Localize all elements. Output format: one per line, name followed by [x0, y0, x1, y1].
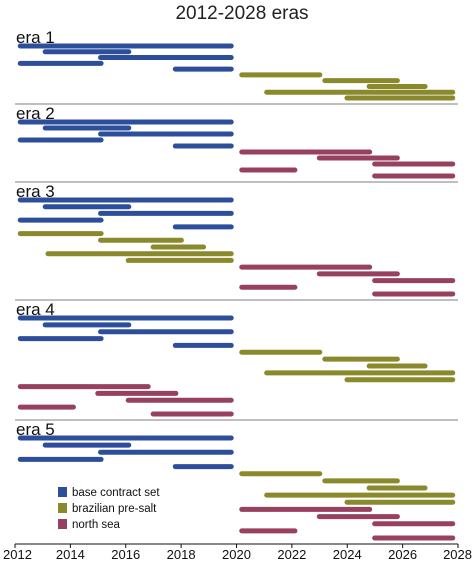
era-label: era 2 — [16, 104, 55, 123]
timeline-bar — [17, 435, 234, 441]
timeline-bar — [239, 528, 298, 534]
timeline-bar — [95, 390, 179, 396]
timeline-bar — [150, 411, 234, 417]
era-panel: era 3 — [15, 181, 458, 297]
timeline-bar — [172, 224, 234, 230]
timeline-bar — [372, 291, 456, 297]
timeline-bar — [264, 370, 456, 376]
timeline-bar — [239, 149, 373, 155]
timeline-bar — [264, 492, 456, 498]
timeline-bar — [17, 336, 104, 342]
timeline-bar — [98, 210, 234, 216]
timeline-bar — [42, 125, 132, 131]
legend-swatch — [58, 487, 67, 497]
timeline-bar — [344, 377, 456, 383]
timeline-bar — [17, 137, 104, 143]
timeline-bar — [98, 449, 234, 455]
timeline-bar — [372, 521, 456, 527]
timeline-bar — [372, 161, 456, 167]
legend-label: base contract set — [72, 487, 160, 499]
x-tick-label: 2018 — [167, 547, 196, 562]
timeline-bar — [150, 244, 207, 250]
timeline-bar — [264, 89, 456, 95]
chart-title: 2012-2028 eras — [175, 3, 308, 24]
x-tick-label: 2022 — [277, 547, 306, 562]
timeline-bar — [322, 356, 400, 362]
x-tick-label: 2012 — [3, 547, 32, 562]
timeline-bar — [17, 315, 234, 321]
timeline-bar — [322, 78, 400, 84]
timeline-bar — [17, 43, 234, 49]
timeline-bar — [366, 485, 428, 491]
timeline-bar — [172, 464, 234, 470]
legend: base contract set brazilian pre-salt north… — [58, 487, 160, 531]
x-tick-label: 2026 — [388, 547, 417, 562]
timeline-bar — [316, 155, 400, 161]
timeline-bar — [239, 284, 298, 290]
timeline-bar — [239, 264, 373, 270]
timeline-bar — [239, 72, 323, 78]
timeline-bar — [344, 95, 456, 101]
x-tick-label: 2028 — [443, 547, 472, 562]
legend-label: brazilian pre-salt — [72, 503, 157, 515]
era-panel: era 4 — [15, 299, 458, 417]
timeline-bar — [42, 442, 132, 448]
timeline-bar — [98, 237, 184, 243]
x-tick-label: 2016 — [111, 547, 140, 562]
era-panel: era 1 — [16, 28, 456, 101]
timeline-bar — [98, 55, 234, 61]
timeline-bar — [42, 204, 132, 210]
timeline-bar — [372, 535, 456, 541]
timeline-bar — [366, 363, 428, 369]
timeline-bar — [98, 131, 234, 137]
timeline-bar — [98, 329, 234, 335]
timeline-bar — [239, 506, 373, 512]
timeline-bar — [172, 66, 234, 72]
era-label: era 3 — [16, 182, 55, 201]
timeline-bar — [366, 83, 428, 89]
era-panel: era 5 — [15, 419, 458, 541]
timeline-bar — [172, 342, 234, 348]
timeline-bar — [17, 197, 234, 203]
timeline-bar — [239, 471, 323, 477]
era-label: era 1 — [16, 28, 55, 47]
timeline-bar — [17, 217, 104, 223]
timeline-bar — [17, 456, 104, 462]
legend-swatch — [58, 519, 67, 529]
timeline-bar — [322, 478, 400, 484]
timeline-bar — [372, 173, 456, 179]
timeline-bar — [42, 49, 132, 55]
legend-label: north sea — [72, 519, 121, 531]
timeline-bar — [344, 499, 456, 505]
timeline-bar — [125, 257, 234, 263]
timeline-bar — [17, 60, 104, 66]
era-label: era 4 — [16, 300, 55, 319]
x-tick-label: 2020 — [222, 547, 251, 562]
era-panel: era 2 — [15, 103, 458, 179]
x-axis: 2012 2014 2016 2018 2020 2022 2024 2026 2028 — [3, 543, 472, 562]
timeline-bar — [239, 167, 298, 173]
timeline-bar — [372, 278, 456, 284]
timeline-bar — [125, 397, 234, 403]
era-label: era 5 — [16, 420, 55, 439]
timeline-bar — [42, 322, 132, 328]
timeline-bar — [316, 271, 400, 277]
x-tick-label: 2024 — [333, 547, 362, 562]
timeline-bar — [17, 384, 151, 390]
timeline-bar — [17, 404, 76, 410]
timeline-bar — [45, 251, 234, 257]
timeline-bar — [239, 349, 323, 355]
timeline-bar — [17, 231, 104, 237]
timeline-bar — [17, 119, 234, 125]
legend-swatch — [58, 503, 67, 513]
era-panels: era 1 era 2 era 3 era 4 era 5 — [15, 28, 458, 541]
timeline-bar — [316, 514, 400, 520]
x-tick-label: 2014 — [56, 547, 85, 562]
timeline-bar — [172, 143, 234, 149]
